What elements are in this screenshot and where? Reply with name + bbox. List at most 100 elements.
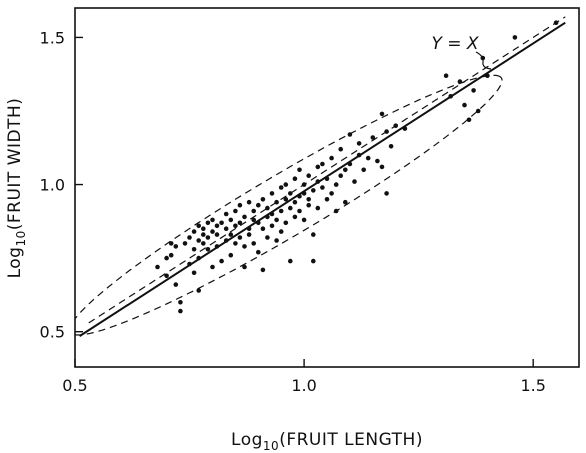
data-point xyxy=(255,220,261,226)
data-point xyxy=(311,258,316,264)
data-point xyxy=(242,214,247,220)
data-point xyxy=(343,167,348,173)
data-point xyxy=(375,158,380,164)
data-point xyxy=(370,135,376,140)
data-point xyxy=(292,199,298,205)
data-point xyxy=(201,226,206,231)
data-point xyxy=(324,197,330,202)
annotation-pointer xyxy=(475,51,492,70)
data-point xyxy=(292,176,298,181)
regression-line xyxy=(79,21,566,337)
data-point xyxy=(219,258,224,264)
data-point xyxy=(178,308,183,314)
data-point xyxy=(255,202,261,208)
y-tick-label: 1.0 xyxy=(40,176,65,195)
data-point xyxy=(210,217,215,223)
data-point xyxy=(343,199,348,205)
data-point xyxy=(485,73,490,78)
data-point xyxy=(233,208,238,214)
data-point xyxy=(356,152,362,158)
data-point xyxy=(379,111,385,117)
data-point xyxy=(251,241,256,246)
data-point xyxy=(471,88,476,93)
y-equals-x-annotation: Y = X xyxy=(431,34,478,54)
data-point xyxy=(320,161,325,167)
data-point xyxy=(288,205,293,211)
data-point xyxy=(214,244,220,249)
data-point xyxy=(178,300,183,305)
data-point xyxy=(233,223,238,229)
data-point xyxy=(196,288,201,293)
data-point xyxy=(251,217,256,223)
y-tick-label: 1.5 xyxy=(40,28,65,47)
data-point xyxy=(315,179,321,184)
data-point xyxy=(306,173,312,178)
y-tick-label: 0.5 xyxy=(40,323,65,342)
data-point xyxy=(333,208,339,214)
plot-frame xyxy=(74,7,580,368)
data-point xyxy=(329,155,334,161)
data-point xyxy=(301,217,307,223)
data-point xyxy=(265,235,270,240)
data-point xyxy=(278,185,284,190)
data-point xyxy=(228,217,234,223)
data-point xyxy=(191,247,197,252)
data-point xyxy=(356,141,362,146)
data-point xyxy=(338,173,344,178)
data-point xyxy=(246,199,252,205)
data-point xyxy=(274,199,279,205)
y-axis-label: Log10(FRUIT WIDTH) xyxy=(5,98,28,279)
data-point xyxy=(168,252,174,258)
data-point xyxy=(210,229,215,234)
ticks: 0.5 1.0 1.5 0.5 1.0 1.5 xyxy=(40,28,546,395)
data-point xyxy=(283,220,289,226)
data-point xyxy=(320,185,325,190)
data-point xyxy=(191,229,197,234)
data-point xyxy=(311,188,316,193)
data-point xyxy=(246,226,252,231)
data-point xyxy=(384,191,389,196)
data-point xyxy=(182,241,188,246)
data-point xyxy=(315,205,321,211)
data-point xyxy=(223,211,229,217)
data-point xyxy=(324,176,330,181)
plot-content xyxy=(75,16,566,337)
data-point xyxy=(164,255,169,261)
data-point xyxy=(301,191,307,196)
data-point xyxy=(228,232,234,237)
data-point xyxy=(283,182,289,187)
data-point xyxy=(260,197,266,202)
data-point xyxy=(210,264,215,270)
data-point xyxy=(553,20,559,26)
data-point xyxy=(196,223,201,229)
data-point xyxy=(196,255,201,261)
data-point xyxy=(237,220,243,226)
data-point xyxy=(288,191,293,196)
data-point xyxy=(223,226,229,231)
data-point xyxy=(365,155,371,161)
data-point xyxy=(311,232,316,237)
data-point xyxy=(306,197,312,202)
data-point xyxy=(306,202,312,208)
data-point xyxy=(347,161,353,167)
data-point xyxy=(228,252,234,258)
data-point xyxy=(283,197,289,202)
data-point xyxy=(384,129,389,134)
data-point xyxy=(187,261,192,267)
data-point xyxy=(187,235,192,240)
x-tick-label: 0.5 xyxy=(62,376,87,395)
data-point xyxy=(297,167,302,173)
data-point xyxy=(255,249,261,255)
data-point xyxy=(242,264,247,270)
data-point xyxy=(292,214,298,220)
data-point xyxy=(205,220,211,226)
data-point xyxy=(388,144,394,149)
x-tick-label: 1.5 xyxy=(520,376,545,395)
x-tick-label: 1.0 xyxy=(291,376,316,395)
data-point xyxy=(297,194,302,199)
data-point xyxy=(237,235,243,240)
data-point xyxy=(219,220,224,226)
data-point xyxy=(274,238,279,243)
data-point xyxy=(246,232,252,237)
